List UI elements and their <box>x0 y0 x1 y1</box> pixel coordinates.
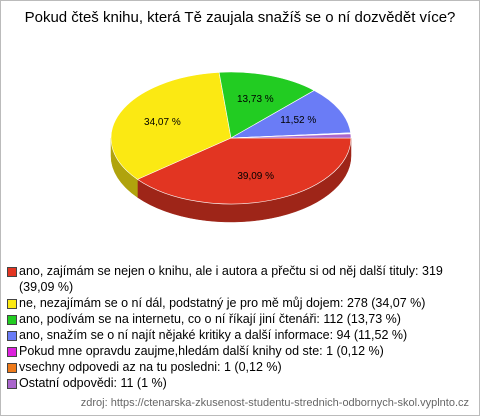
slice <box>110 72 232 180</box>
slice-label: 34,07 % <box>144 117 181 128</box>
legend-swatch <box>7 331 17 341</box>
legend: ano, zajímám se nejen o knihu, ale i aut… <box>7 263 473 391</box>
legend-item: Ostatní odpovědi: 11 (1 %) <box>7 375 473 391</box>
slice <box>136 137 352 205</box>
source: zdroj: https://ctenarska-zkusenost-stude… <box>80 397 469 409</box>
legend-swatch <box>7 347 17 357</box>
chart: 39,09 % 34,07 % 13,73 % 11,52 % <box>110 71 352 223</box>
slice <box>218 71 315 139</box>
legend-item: ne, nezajímám se o ní dál, podstatný je … <box>7 295 473 311</box>
legend-swatch <box>7 299 17 309</box>
legend-label: vsechny odpovedi az na tu posledni: 1 (0… <box>19 360 282 374</box>
legend-item: vsechny odpovedi az na tu posledni: 1 (0… <box>7 359 473 375</box>
legend-label: Pokud mne opravdu zaujme,hledám další kn… <box>19 344 384 358</box>
chart-title: Pokud čteš knihu, která Tě zaujala snaží… <box>24 9 456 26</box>
legend-label: ne, nezajímám se o ní dál, podstatný je … <box>19 296 426 310</box>
legend-label: ano, zajímám se nejen o knihu, ale i aut… <box>19 264 443 294</box>
legend-item: ano, snažím se o ní najít nějaké kritiky… <box>7 327 473 343</box>
slice-label: 39,09 % <box>237 171 274 182</box>
legend-item: ano, podívám se na internetu, co o ní ří… <box>7 311 473 327</box>
slice-label: 13,73 % <box>237 94 274 105</box>
legend-swatch <box>7 315 17 325</box>
legend-swatch <box>7 379 17 389</box>
slice <box>230 133 352 139</box>
legend-label: Ostatní odpovědi: 11 (1 %) <box>19 376 167 390</box>
legend-swatch <box>7 363 17 373</box>
legend-swatch <box>7 267 17 277</box>
slice <box>230 90 351 139</box>
slice-label: 11,52 % <box>280 115 316 126</box>
legend-label: ano, snažím se o ní najít nějaké kritiky… <box>19 328 408 342</box>
legend-label: ano, podívám se na internetu, co o ní ří… <box>19 312 401 326</box>
legend-item: Pokud mne opravdu zaujme,hledám další kn… <box>7 343 473 359</box>
legend-item: ano, zajímám se nejen o knihu, ale i aut… <box>7 263 473 295</box>
